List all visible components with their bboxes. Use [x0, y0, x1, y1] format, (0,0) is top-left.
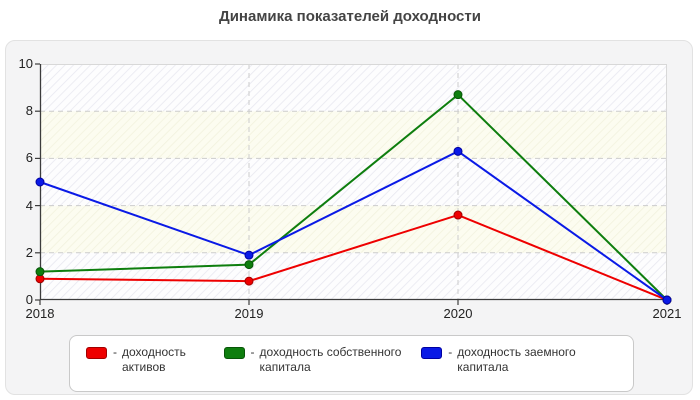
legend-item-equity: - доходность собственного капитала [223, 345, 422, 391]
data-point-series-2 [35, 177, 45, 187]
data-point-series-1 [35, 267, 45, 277]
plot-band [40, 64, 667, 112]
y-axis-tick-label: 10 [18, 56, 33, 71]
data-point-series-2 [244, 250, 254, 260]
legend-item-assets: - доходность активов [86, 345, 224, 391]
chart-canvas [35, 63, 672, 305]
data-point-series-2 [453, 146, 463, 156]
legend-item-borrowed: - доходность заемного капитала [421, 345, 617, 391]
legend-swatch-blue [421, 347, 443, 359]
plot-band [40, 205, 667, 253]
y-axis-tick-label: 2 [25, 244, 33, 260]
legend-swatch-red [86, 347, 107, 359]
x-axis-tick-label: 2020 [443, 306, 473, 321]
legend-label: доходность собственного капитала [259, 345, 402, 374]
plot-band [40, 111, 667, 159]
legend-dash: - [250, 345, 255, 359]
data-point-series-0 [244, 276, 254, 286]
x-axis-tick-label: 2019 [234, 306, 264, 321]
series-line-2 [39, 150, 668, 301]
legend-label: доходность заемного капитала [457, 345, 576, 374]
y-axis-tick-label: 6 [25, 150, 33, 166]
legend-dash: - [113, 345, 117, 359]
x-axis-tick-label: 2018 [25, 306, 55, 321]
y-axis-tick-label: 4 [25, 197, 33, 213]
legend-label: доходность активов [122, 345, 186, 374]
plot-band [40, 252, 667, 300]
data-point-series-0 [453, 210, 463, 220]
plot-area: 0 2 4 6 8 10 2018 2019 2020 2021 [19, 56, 682, 321]
data-point-series-1 [453, 90, 463, 100]
chart-legend: - доходность активов - доходность собств… [69, 335, 634, 392]
legend-dash: - [448, 345, 453, 359]
chart-title: Динамика показателей доходности [219, 8, 481, 25]
plot-band [40, 158, 667, 206]
data-point-series-1 [244, 260, 254, 270]
legend-swatch-green [223, 347, 245, 359]
data-point-series-2 [662, 295, 672, 305]
x-axis-tick-label: 2021 [652, 306, 682, 321]
y-axis-tick-label: 8 [25, 103, 33, 119]
y-axis-tick-label: 0 [25, 292, 33, 307]
series-line-1 [39, 93, 668, 301]
series-line-0 [39, 213, 668, 301]
chart-panel: 0 2 4 6 8 10 2018 2019 2020 2021 - доходность акт… [5, 40, 693, 395]
